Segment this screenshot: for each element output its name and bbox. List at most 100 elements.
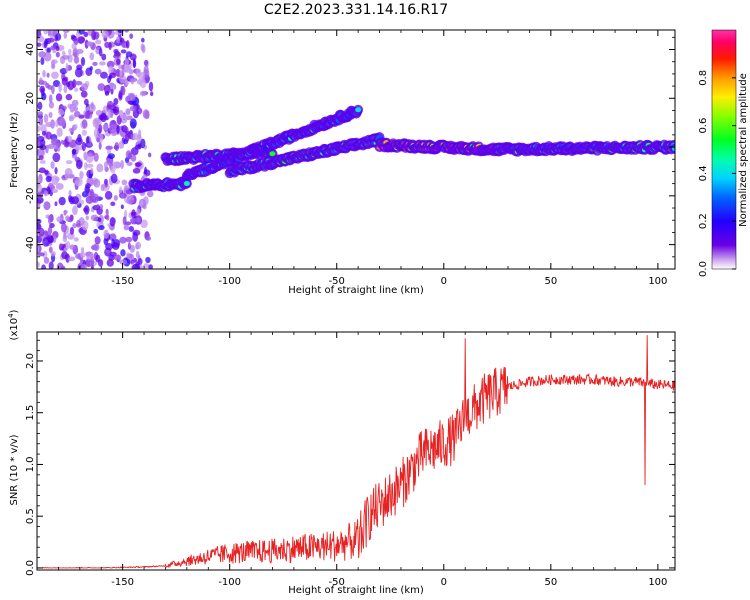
snr-xtick-label: -100 — [218, 577, 241, 588]
heatmap-cell — [37, 148, 45, 158]
heatmap-cell — [143, 263, 150, 269]
heatmap-cell — [89, 52, 95, 61]
heatmap-cell — [47, 226, 53, 235]
heatmap-cell — [118, 186, 123, 195]
heatmap-cell — [37, 42, 42, 47]
heatmap-cell — [141, 37, 145, 43]
heatmap-cell — [109, 72, 117, 79]
snr-xtick-label: 50 — [544, 577, 557, 588]
heatmap-cell — [68, 189, 72, 197]
heatmap-cell — [95, 204, 100, 210]
heatmap-cell — [40, 124, 47, 133]
heatmap-cell — [37, 176, 41, 185]
heatmap-cell — [55, 45, 60, 52]
heatmap-cell — [100, 184, 105, 192]
heatmap-cell — [140, 138, 146, 149]
heatmap-cell — [123, 64, 129, 72]
snr-frame — [36, 331, 676, 571]
heatmap-cell — [68, 116, 74, 122]
heatmap-cell — [129, 217, 136, 223]
heatmap-cell — [38, 116, 44, 126]
heatmap-cell — [108, 42, 112, 50]
heatmap-cell — [139, 79, 147, 89]
spectrogram-ytick-label: 20 — [25, 92, 36, 105]
spectrogram-ytick-label: 40 — [25, 43, 36, 56]
heatmap-cell — [42, 237, 50, 247]
heatmap-cell — [102, 105, 108, 115]
heatmap-cell — [68, 48, 72, 55]
heatmap-cell — [93, 178, 101, 188]
heatmap-cell — [355, 107, 362, 113]
heatmap-cell — [119, 70, 123, 77]
colorbar-tick-label: 0.0 — [698, 261, 709, 277]
heatmap-cell — [43, 201, 51, 211]
heatmap-cell — [72, 47, 78, 58]
heatmap-cell — [142, 204, 147, 210]
heatmap-cell — [47, 37, 55, 43]
spectrogram-frame — [36, 29, 676, 270]
heatmap-cell — [37, 125, 41, 133]
heatmap-cell — [63, 209, 68, 214]
heatmap-cell — [145, 256, 151, 264]
heatmap-cell — [69, 226, 75, 235]
heatmap-cell — [71, 148, 77, 155]
heatmap-cell — [90, 101, 94, 110]
heatmap-cell — [59, 68, 68, 75]
spectrogram-ytick-label: 0 — [25, 144, 36, 150]
heatmap-cell — [37, 252, 45, 257]
heatmap-cell — [37, 191, 43, 199]
heatmap-cell — [50, 161, 55, 169]
heatmap-cell — [58, 117, 66, 127]
heatmap-cell — [50, 251, 56, 257]
heatmap-cell — [58, 82, 62, 93]
heatmap-cell — [73, 237, 79, 242]
heatmap-cell — [127, 242, 131, 250]
heatmap-cell — [137, 143, 142, 149]
heatmap-cell — [121, 125, 128, 133]
snr-xtick-label: -50 — [329, 577, 345, 588]
heatmap-cell — [104, 181, 108, 188]
heatmap-cell — [39, 159, 46, 165]
snr-ytick-label: 2.0 — [25, 353, 36, 369]
heatmap-cell — [93, 31, 100, 40]
heatmap-cell — [65, 62, 69, 73]
snr-multiplier: (x104) — [7, 309, 20, 340]
heatmap-cell — [76, 223, 82, 228]
snr-ylabel: SNR (10 * v/v) — [9, 434, 20, 505]
heatmap-cell — [39, 77, 43, 84]
heatmap-cell — [120, 85, 124, 94]
heatmap-cell — [129, 105, 137, 112]
heatmap-cell — [83, 162, 88, 171]
heatmap-cell — [94, 68, 102, 75]
heatmap-cell — [124, 30, 130, 33]
heatmap-cell — [109, 123, 117, 134]
heatmap-cell — [67, 80, 75, 91]
heatmap-cell — [96, 163, 104, 173]
heatmap-cell — [44, 169, 49, 175]
heatmap-cell — [130, 259, 135, 265]
heatmap-cell — [130, 154, 137, 162]
heatmap-cell — [71, 43, 77, 50]
heatmap-cell — [84, 110, 91, 119]
heatmap-cell — [41, 264, 47, 269]
heatmap-cell — [55, 51, 60, 58]
heatmap-cell — [120, 204, 124, 210]
heatmap-cell — [143, 65, 149, 75]
heatmap-cell — [132, 109, 140, 119]
heatmap-cell — [45, 82, 50, 89]
page-title: C2E2.2023.331.14.16.R17 — [264, 2, 448, 18]
heatmap-cell — [65, 215, 70, 222]
heatmap-cell — [47, 143, 55, 150]
heatmap-cell — [105, 242, 113, 251]
heatmap-cell — [69, 244, 75, 250]
heatmap-cell — [119, 236, 127, 244]
heatmap-cell — [75, 48, 84, 54]
snr-axes: -150 -100 -50 0 50 100 0.0 0.5 1.0 1.5 2.0 — [25, 332, 675, 588]
heatmap-cell — [113, 194, 118, 201]
heatmap-feature-steady-carrier — [492, 139, 675, 157]
heatmap-cell — [75, 137, 83, 146]
heatmap-cell — [54, 176, 60, 182]
snr-xtick-label: 100 — [648, 577, 667, 588]
heatmap-cell — [74, 123, 78, 130]
heatmap-cell — [149, 91, 154, 97]
